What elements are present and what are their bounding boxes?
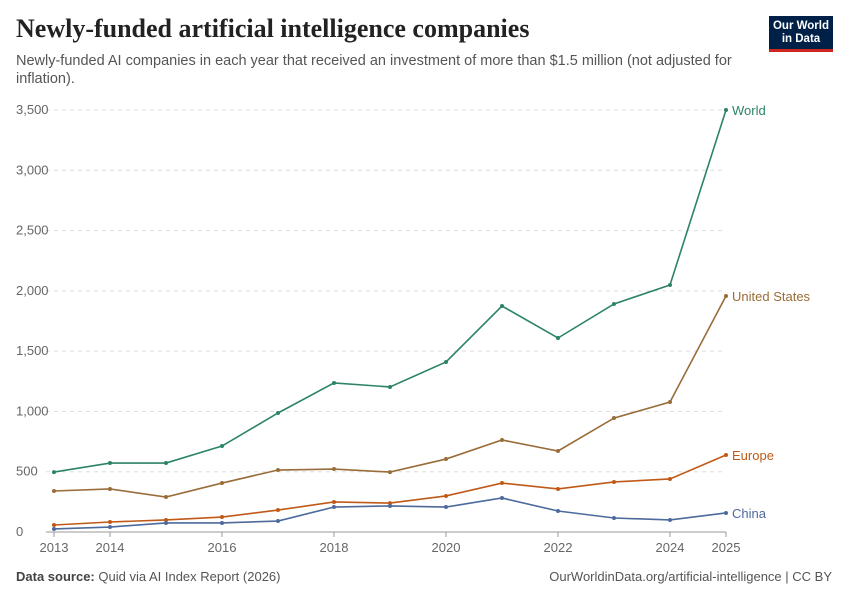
data-point bbox=[668, 517, 672, 522]
data-point bbox=[388, 470, 392, 475]
y-tick-label: 3,000 bbox=[16, 162, 49, 177]
data-point bbox=[612, 479, 616, 484]
series-line-united-states bbox=[53, 295, 727, 498]
data-point bbox=[500, 495, 504, 500]
data-point bbox=[276, 519, 280, 524]
x-tick-label: 2024 bbox=[656, 540, 685, 555]
data-point bbox=[332, 499, 336, 504]
x-tick-label: 2013 bbox=[40, 540, 69, 555]
data-point bbox=[556, 509, 560, 514]
data-point bbox=[668, 282, 672, 287]
data-point bbox=[668, 476, 672, 481]
data-point bbox=[164, 495, 168, 500]
y-tick-label: 0 bbox=[16, 524, 23, 539]
data-point bbox=[388, 384, 392, 389]
data-point bbox=[164, 461, 168, 466]
data-point bbox=[388, 503, 392, 508]
x-tick-label: 2020 bbox=[432, 540, 461, 555]
owid-logo[interactable]: Our World in Data bbox=[769, 16, 833, 52]
data-source-label: Data source: bbox=[16, 569, 95, 584]
x-tick-label: 2014 bbox=[96, 540, 125, 555]
y-tick-label: 500 bbox=[16, 464, 38, 479]
series-line-europe bbox=[53, 454, 727, 526]
data-point bbox=[164, 520, 168, 525]
data-point bbox=[612, 416, 616, 421]
data-point bbox=[388, 501, 392, 506]
data-point bbox=[612, 301, 616, 306]
data-point bbox=[556, 448, 560, 453]
data-point bbox=[108, 519, 112, 524]
series-label: United States bbox=[732, 289, 811, 304]
data-point bbox=[724, 452, 728, 457]
data-point bbox=[612, 516, 616, 521]
data-point bbox=[52, 523, 56, 528]
y-tick-label: 1,500 bbox=[16, 343, 49, 358]
chart-subtitle: Newly-funded AI companies in each year t… bbox=[16, 53, 732, 87]
data-point bbox=[220, 444, 224, 449]
data-point bbox=[332, 467, 336, 472]
data-point bbox=[668, 400, 672, 405]
data-point bbox=[444, 505, 448, 510]
series-label: China bbox=[732, 506, 767, 521]
data-point bbox=[724, 108, 728, 112]
data-point bbox=[108, 486, 112, 491]
y-tick-label: 3,500 bbox=[16, 102, 49, 117]
x-tick-label: 2025 bbox=[712, 540, 741, 555]
data-point bbox=[108, 525, 112, 530]
data-point bbox=[276, 508, 280, 513]
data-point bbox=[444, 457, 448, 462]
data-point bbox=[164, 517, 168, 522]
data-point bbox=[444, 493, 448, 498]
chart-title: Newly-funded artificial intelligence com… bbox=[16, 14, 530, 43]
x-tick-label: 2018 bbox=[320, 540, 349, 555]
data-point bbox=[444, 359, 448, 364]
data-point bbox=[52, 526, 56, 531]
data-point bbox=[332, 380, 336, 385]
y-tick-label: 1,000 bbox=[16, 403, 49, 418]
data-point bbox=[332, 505, 336, 510]
y-tick-label: 2,500 bbox=[16, 223, 49, 238]
data-point bbox=[500, 481, 504, 486]
data-point bbox=[724, 510, 728, 515]
data-source-link[interactable]: Quid via AI Index Report (2026) bbox=[98, 569, 281, 584]
data-point bbox=[500, 304, 504, 309]
data-point bbox=[108, 461, 112, 466]
series-label: Europe bbox=[732, 448, 774, 463]
x-tick-label: 2022 bbox=[544, 540, 573, 555]
data-point bbox=[220, 515, 224, 520]
x-tick-label: 2016 bbox=[208, 540, 237, 555]
data-point bbox=[556, 336, 560, 341]
data-point bbox=[52, 470, 56, 475]
data-point bbox=[276, 468, 280, 473]
credit-link[interactable]: OurWorldinData.org/artificial-intelligen… bbox=[549, 569, 832, 584]
data-point bbox=[724, 294, 728, 299]
data-point bbox=[556, 486, 560, 491]
data-point bbox=[220, 481, 224, 486]
data-point bbox=[276, 410, 280, 415]
y-tick-label: 2,000 bbox=[16, 283, 49, 298]
series-label: World bbox=[732, 103, 766, 118]
data-point bbox=[52, 489, 56, 494]
data-source: Data source: Quid via AI Index Report (2… bbox=[16, 569, 280, 584]
data-point bbox=[500, 438, 504, 443]
data-point bbox=[220, 520, 224, 525]
